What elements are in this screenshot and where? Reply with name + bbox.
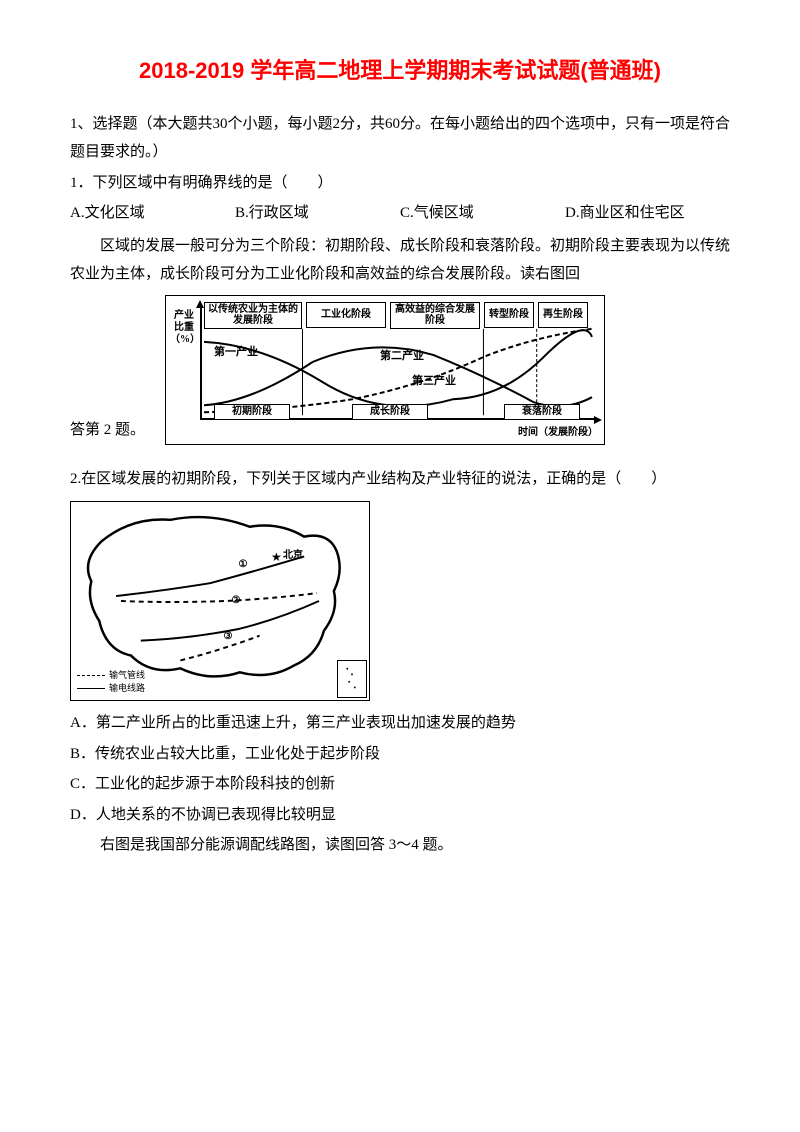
legend-gas: 输气管线	[109, 669, 145, 682]
q1-option-d: D.商业区和住宅区	[565, 199, 730, 228]
map-inset	[337, 660, 367, 698]
industry-chart: 产业比重（%） 以传统农业为主体的发展阶段 工业化阶段 高效益的综合发展阶段 转…	[165, 295, 605, 445]
stage-bottom-1: 初期阶段	[214, 404, 290, 420]
china-map: ① ② ③ ★ 北京 输气管线 输电线路	[70, 501, 370, 701]
legend-solid-icon	[77, 688, 105, 689]
page-title: 2018-2019 学年高二地理上学期期末考试试题(普通班)	[70, 50, 730, 92]
q1-options: A.文化区域 B.行政区域 C.气候区域 D.商业区和住宅区	[70, 199, 730, 228]
q1-option-a: A.文化区域	[70, 199, 235, 228]
chart-ylabel: 产业比重（%）	[170, 310, 198, 346]
passage-1-tail: 答第 2 题。	[70, 416, 145, 445]
q1-option-b: B.行政区域	[235, 199, 400, 228]
stage-bottom-2: 成长阶段	[352, 404, 428, 420]
inset-islands	[338, 661, 366, 697]
q2-option-d: D．人地关系的不协调已表现得比较明显	[70, 801, 730, 830]
section-instruction: 1、选择题（本大题共30个小题，每小题2分，共60分。在每小题给出的四个选项中，…	[70, 110, 730, 167]
stage-bottom-3: 衰落阶段	[504, 404, 580, 420]
q2-option-a: A．第二产业所占的比重迅速上升，第三产业表现出加速发展的趋势	[70, 709, 730, 738]
beijing-star-icon: ★	[271, 546, 282, 569]
chart-plot-area: 以传统农业为主体的发展阶段 工业化阶段 高效益的综合发展阶段 转型阶段 再生阶段…	[200, 306, 594, 420]
map-marker-2: ②	[229, 594, 243, 608]
legend-power: 输电线路	[109, 682, 145, 695]
map-marker-1: ①	[236, 558, 250, 572]
q2-stem: 2.在区域发展的初期阶段，下列关于区域内产业结构及产业特征的说法，正确的是（ ）	[70, 465, 730, 494]
chart-row: 答第 2 题。 产业比重（%） 以传统农业为主体的发展阶段 工业化阶段 高效益的…	[70, 295, 730, 445]
passage-1: 区域的发展一般可分为三个阶段：初期阶段、成长阶段和衰落阶段。初期阶段主要表现为以…	[70, 232, 730, 289]
chart-xlabel: 时间（发展阶段）	[518, 423, 598, 442]
q2-option-b: B．传统农业占较大比重，工业化处于起步阶段	[70, 740, 730, 769]
q1-option-c: C.气候区域	[400, 199, 565, 228]
map-marker-3: ③	[221, 630, 235, 644]
q2-options: A．第二产业所占的比重迅速上升，第三产业表现出加速发展的趋势 B．传统农业占较大…	[70, 709, 730, 829]
passage-2: 右图是我国部分能源调配线路图，读图回答 3～4 题。	[70, 831, 730, 860]
q2-option-c: C．工业化的起步源于本阶段科技的创新	[70, 770, 730, 799]
curve-label-3: 第三产业	[412, 371, 456, 392]
map-legend: 输气管线 输电线路	[77, 669, 145, 694]
curve-label-1: 第一产业	[214, 342, 258, 363]
beijing-label: 北京	[283, 546, 303, 565]
q1-stem: 1．下列区域中有明确界线的是（ ）	[70, 169, 730, 198]
curve-label-2: 第二产业	[380, 346, 424, 367]
legend-dash-icon	[77, 675, 105, 676]
